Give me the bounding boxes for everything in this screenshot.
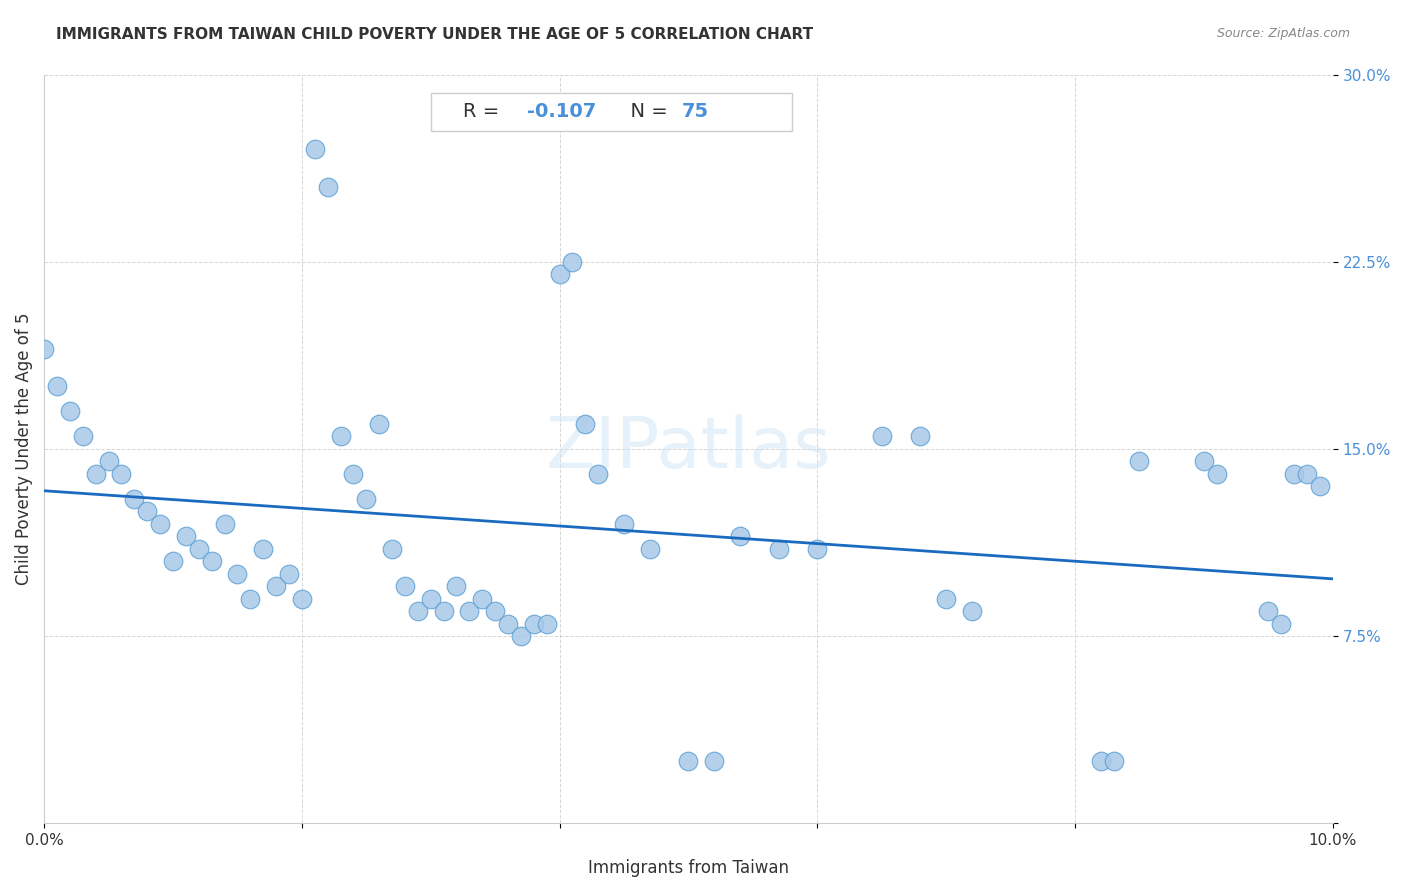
Point [239,591,262,606]
Point [187,541,209,556]
Point [870,429,893,443]
Point [574,417,596,431]
Point [97,454,120,468]
Point [252,541,274,556]
Point [59,404,82,418]
Point [406,604,429,618]
Point [728,529,751,543]
Point [1270,616,1292,631]
Point [703,754,725,768]
Point [586,467,609,481]
Point [124,491,146,506]
Point [162,554,184,568]
Point [342,467,364,481]
Point [316,179,339,194]
Point [394,579,416,593]
Point [201,554,224,568]
Point [523,616,546,631]
Point [678,754,700,768]
Point [446,579,468,593]
Point [84,467,107,481]
Text: -0.107: -0.107 [527,103,596,121]
Point [226,566,249,581]
Point [1102,754,1125,768]
Point [536,616,558,631]
Point [368,417,391,431]
Point [110,467,132,481]
Point [136,504,159,518]
Point [329,429,352,443]
Point [496,616,519,631]
Point [1296,467,1319,481]
Point [304,142,326,156]
Point [1257,604,1279,618]
Point [381,541,404,556]
Point [458,604,481,618]
Point [1205,467,1227,481]
FancyBboxPatch shape [430,94,792,130]
Point [768,541,790,556]
Text: ZIPatlas: ZIPatlas [546,415,831,483]
Point [32,342,55,356]
Point [613,516,636,531]
Point [291,591,314,606]
Point [264,579,287,593]
Point [1128,454,1150,468]
Point [484,604,506,618]
Text: IMMIGRANTS FROM TAIWAN CHILD POVERTY UNDER THE AGE OF 5 CORRELATION CHART: IMMIGRANTS FROM TAIWAN CHILD POVERTY UND… [56,27,813,42]
Point [1192,454,1215,468]
Point [419,591,441,606]
Point [1282,467,1305,481]
Point [1309,479,1331,493]
Y-axis label: Child Poverty Under the Age of 5: Child Poverty Under the Age of 5 [15,312,32,585]
Point [806,541,828,556]
Point [72,429,94,443]
Text: N =: N = [617,103,673,121]
Point [278,566,301,581]
Text: Source: ZipAtlas.com: Source: ZipAtlas.com [1216,27,1350,40]
Point [149,516,172,531]
Point [433,604,456,618]
Point [960,604,983,618]
Point [214,516,236,531]
Point [935,591,957,606]
Point [1090,754,1112,768]
Point [910,429,932,443]
Point [638,541,661,556]
Point [46,379,69,393]
Point [509,629,531,643]
Point [356,491,378,506]
Point [561,254,583,268]
Text: 75: 75 [682,103,709,121]
Point [471,591,494,606]
X-axis label: Immigrants from Taiwan: Immigrants from Taiwan [588,859,789,877]
Text: R =: R = [463,103,505,121]
Point [174,529,197,543]
Point [548,267,571,281]
